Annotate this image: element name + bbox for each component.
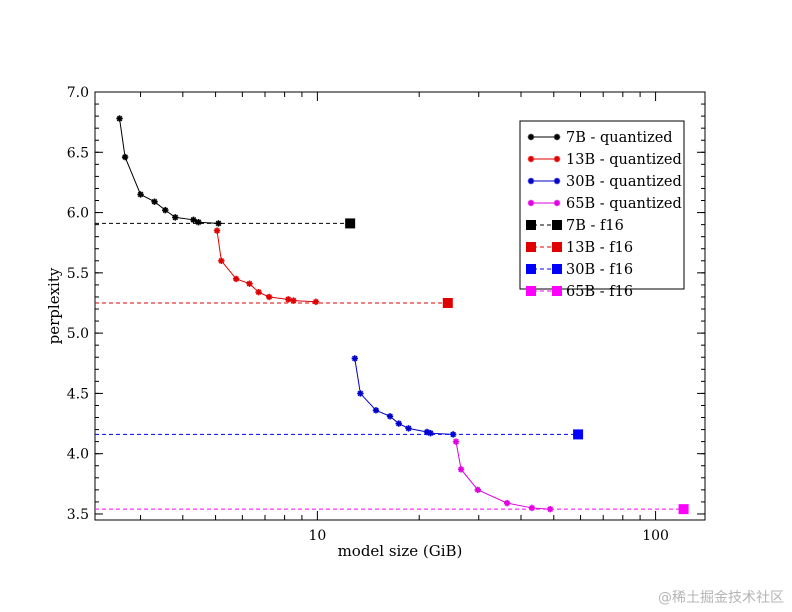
legend-marker <box>527 199 535 207</box>
series-layer <box>95 115 689 515</box>
series-line <box>119 118 219 224</box>
data-point <box>285 296 292 303</box>
data-point <box>442 297 453 308</box>
x-tick-label: 100 <box>642 528 669 544</box>
data-point <box>172 214 179 221</box>
legend-label: 7B - quantized <box>566 130 673 146</box>
y-tick-label: 5.5 <box>67 266 89 282</box>
legend-marker <box>552 286 562 296</box>
data-point <box>290 297 297 304</box>
series-line <box>354 358 454 435</box>
legend-marker <box>553 133 561 141</box>
series-30b-f16 <box>95 429 584 440</box>
plot-frame <box>94 91 706 521</box>
x-axis: 10 100 <box>140 92 669 544</box>
legend-item: 7B - quantized <box>527 130 673 146</box>
legend-marker <box>526 220 536 230</box>
legend-marker <box>552 220 562 230</box>
legend-marker <box>553 177 561 185</box>
legend-item: 65B - f16 <box>526 284 633 300</box>
data-point <box>573 429 584 440</box>
legend-label: 65B - quantized <box>566 196 682 212</box>
data-point <box>265 293 273 301</box>
legend-item: 7B - f16 <box>526 218 624 234</box>
series-13b-quantized <box>213 227 320 305</box>
x-axis-label: model size (GiB) <box>338 542 463 560</box>
data-point <box>151 198 158 205</box>
series-7b-quantized <box>116 115 222 227</box>
data-point <box>312 298 320 305</box>
legend-item: 30B - quantized <box>527 174 682 190</box>
data-point <box>427 429 434 437</box>
data-point <box>678 504 689 515</box>
data-point <box>255 288 262 296</box>
data-point <box>246 280 253 287</box>
y-tick-label: 5.0 <box>67 326 89 342</box>
legend-label: 30B - f16 <box>566 262 633 278</box>
legend-marker <box>552 264 562 274</box>
legend-box <box>519 120 685 290</box>
legend-item: 13B - f16 <box>526 240 633 256</box>
y-tick-label: 7.0 <box>67 85 89 101</box>
legend-label: 65B - f16 <box>566 284 633 300</box>
legend-marker <box>526 264 536 274</box>
y-tick-label: 6.0 <box>67 206 89 222</box>
data-point <box>386 413 394 420</box>
data-point <box>474 486 481 494</box>
legend-label: 7B - f16 <box>566 218 624 234</box>
data-point <box>232 275 240 283</box>
data-point <box>528 504 536 512</box>
legend-label: 13B - f16 <box>566 240 633 256</box>
data-point <box>116 115 123 122</box>
data-point <box>195 219 202 226</box>
legend-label: 30B - quantized <box>566 174 682 190</box>
legend-marker <box>527 177 535 185</box>
legend-marker <box>527 133 535 141</box>
data-point <box>213 227 221 234</box>
y-tick-label: 6.5 <box>67 145 89 161</box>
legend-marker <box>526 242 536 252</box>
legend-marker <box>553 155 561 163</box>
series-line <box>216 230 316 303</box>
y-tick-label: 4.0 <box>67 447 89 463</box>
series-7b-f16 <box>95 218 356 229</box>
data-point <box>351 355 358 362</box>
legend: 7B - quantized 13B - quantized 30B - quant… <box>519 120 685 300</box>
x-tick-label: 10 <box>308 528 326 544</box>
y-axis-label: perplexity <box>45 267 63 344</box>
data-point <box>452 438 460 445</box>
data-point <box>372 407 380 414</box>
legend-label: 13B - quantized <box>566 152 682 168</box>
series-65b-f16 <box>95 504 689 515</box>
y-tick-label: 3.5 <box>67 507 89 523</box>
legend-marker <box>553 199 561 207</box>
legend-item: 30B - f16 <box>526 262 633 278</box>
series-line <box>455 441 551 510</box>
data-point <box>162 206 169 214</box>
watermark: @稀土掘金技术社区 <box>658 590 784 606</box>
series-30b-quantized <box>351 355 457 438</box>
legend-item: 65B - quantized <box>527 196 682 212</box>
data-point <box>218 257 225 264</box>
y-axis: 3.5 4.0 4.5 5.0 5.5 6.0 6.5 7.0 <box>67 85 705 523</box>
data-point <box>503 499 511 507</box>
data-point <box>457 466 465 473</box>
series-13b-f16 <box>95 297 453 308</box>
data-point <box>190 216 197 223</box>
legend-marker <box>552 242 562 252</box>
data-point <box>121 153 129 161</box>
data-point <box>395 420 402 427</box>
y-tick-label: 4.5 <box>67 386 89 402</box>
data-point <box>405 425 412 432</box>
legend-marker <box>527 155 535 163</box>
legend-item: 13B - quantized <box>527 152 682 168</box>
legend-marker <box>526 286 536 296</box>
data-point <box>137 191 144 198</box>
data-point <box>345 218 356 229</box>
series-65b-quantized <box>452 438 554 513</box>
data-point <box>357 390 364 397</box>
